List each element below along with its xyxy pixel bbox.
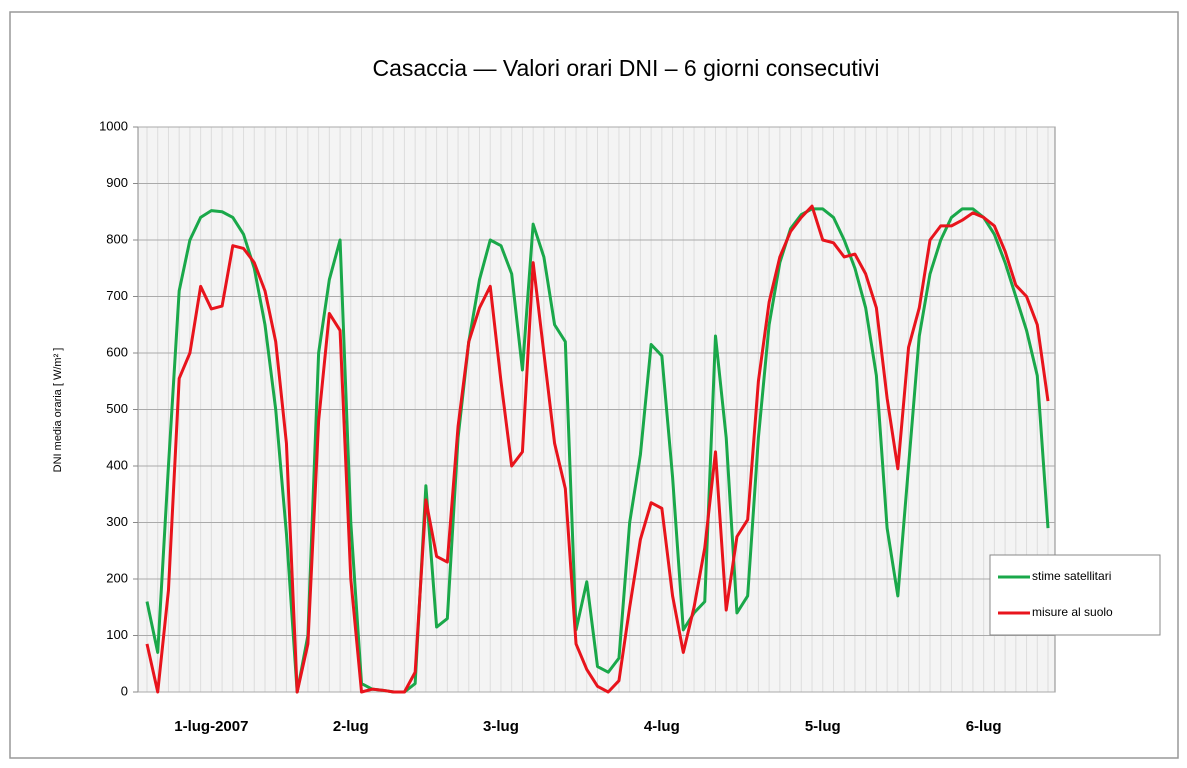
y-tick-label: 1000 (99, 118, 128, 133)
x-tick-label: 6-lug (966, 718, 1002, 735)
legend-label: stime satellitari (1032, 569, 1111, 583)
y-tick-label: 700 (106, 288, 128, 303)
y-tick-label: 100 (106, 627, 128, 642)
y-tick-label: 300 (106, 514, 128, 529)
y-tick-label: 600 (106, 344, 128, 359)
x-tick-label: 1-lug-2007 (174, 718, 248, 735)
y-tick-label: 900 (106, 175, 128, 190)
x-tick-label: 3-lug (483, 718, 519, 735)
series-line (145, 204, 1050, 694)
y-axis-label: DNI media oraria [ W/m² ] (52, 348, 64, 473)
legend-box (989, 554, 1161, 636)
x-tick-label: 5-lug (805, 718, 841, 735)
legend-label: misure al suolo (1032, 605, 1113, 619)
chart-title: Casaccia — Valori orari DNI – 6 giorni c… (372, 55, 879, 81)
y-tick-label: 500 (106, 401, 128, 416)
y-tick-label: 800 (106, 231, 128, 246)
x-tick-label: 4-lug (644, 718, 680, 735)
y-tick-label: 200 (106, 570, 128, 585)
y-tick-label: 400 (106, 457, 128, 472)
y-tick-label: 0 (121, 683, 128, 698)
x-tick-label: 2-lug (333, 718, 369, 735)
